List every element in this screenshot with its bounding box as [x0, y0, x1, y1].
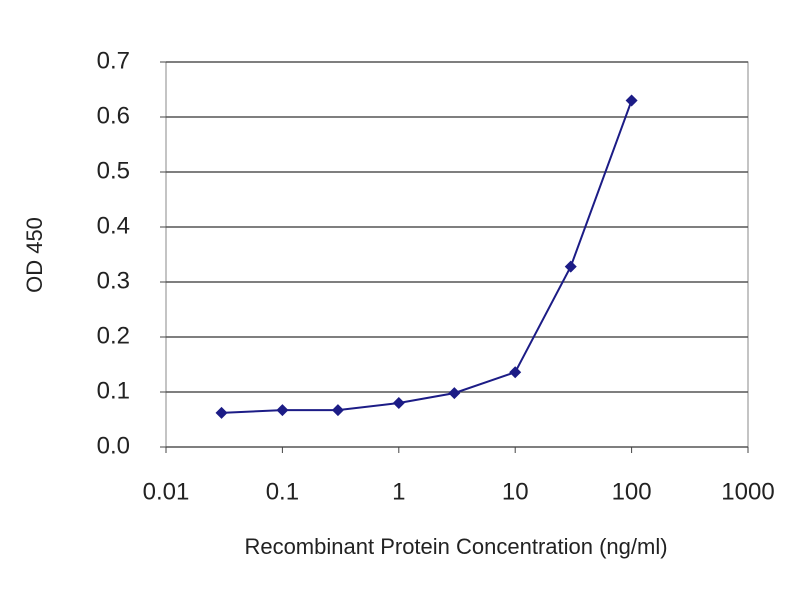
data-point [625, 94, 638, 107]
x-tick-label: 1000 [721, 478, 774, 505]
x-tick-label: 1 [392, 478, 405, 505]
y-tick-label: 0.4 [97, 212, 130, 239]
data-point [215, 406, 228, 419]
y-tick-label: 0.7 [97, 47, 130, 74]
x-tick-label: 10 [502, 478, 529, 505]
data-point [448, 387, 461, 400]
x-tick-label: 100 [612, 478, 652, 505]
x-axis-label: Recombinant Protein Concentration (ng/ml… [244, 534, 667, 559]
data-line [221, 100, 633, 414]
y-tick-label: 0.1 [97, 377, 130, 404]
plot-area [165, 61, 749, 448]
data-point [392, 397, 405, 409]
x-tick-label: 0.01 [143, 478, 190, 505]
data-point [509, 366, 522, 379]
data-point [331, 404, 344, 417]
y-tick-label: 0.6 [97, 102, 130, 129]
x-tick-label: 0.1 [266, 478, 299, 505]
y-tick-label: 0.2 [97, 322, 130, 349]
y-axis-label: OD 450 [22, 217, 47, 293]
y-tick-label: 0.0 [97, 432, 130, 459]
data-point [276, 404, 289, 417]
y-tick-label: 0.5 [97, 157, 130, 184]
data-point [564, 260, 577, 273]
y-tick-label: 0.3 [97, 267, 130, 294]
